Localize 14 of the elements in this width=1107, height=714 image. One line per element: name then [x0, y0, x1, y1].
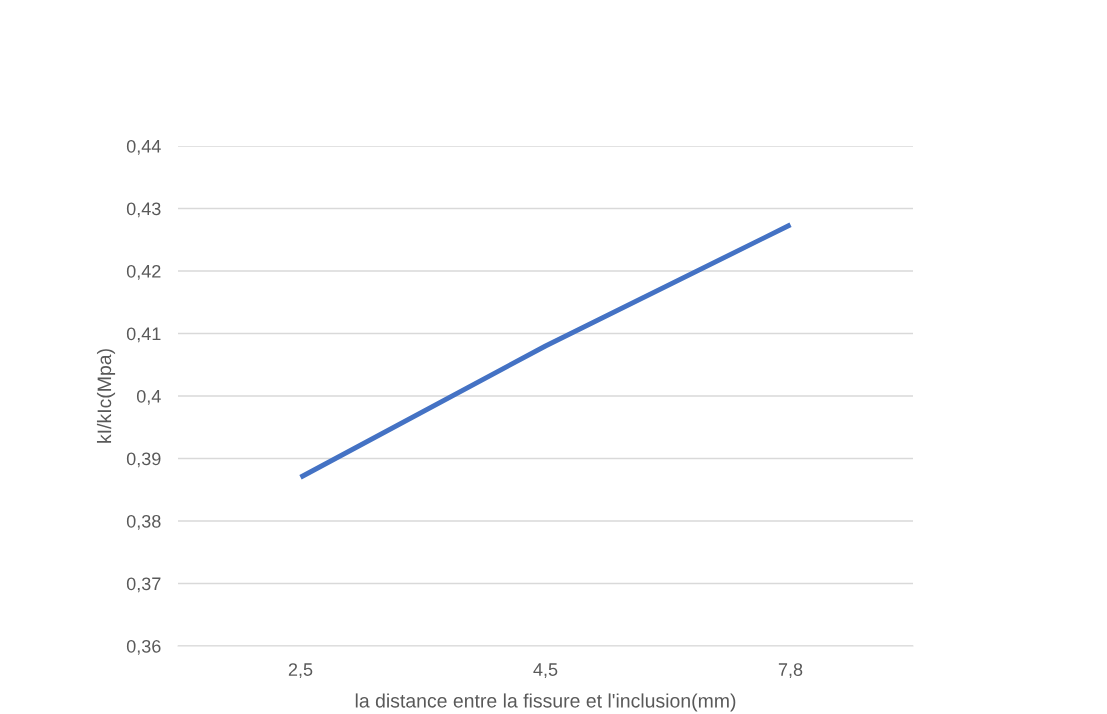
- y-tick-label: 0,44: [126, 139, 161, 155]
- x-tick-label: 7,8: [778, 663, 803, 679]
- y-tick-label: 0,43: [126, 202, 161, 218]
- y-tick-label: 0,37: [126, 577, 161, 593]
- y-tick-label: 0,42: [126, 264, 161, 280]
- x-tick-label: 2,5: [288, 663, 313, 679]
- y-tick-label: 0,4: [136, 389, 161, 405]
- y-tick-label: 0,39: [126, 452, 161, 468]
- y-axis-title: kI/kIc(Mpa): [96, 349, 116, 443]
- y-tick-label: 0,38: [126, 514, 161, 530]
- y-tick-label: 0,36: [126, 639, 161, 655]
- x-axis-title: la distance entre la fissure et l'inclusion(mm): [355, 693, 736, 712]
- y-tick-label: 0,41: [126, 327, 161, 343]
- x-tick-label: 4,5: [533, 663, 558, 679]
